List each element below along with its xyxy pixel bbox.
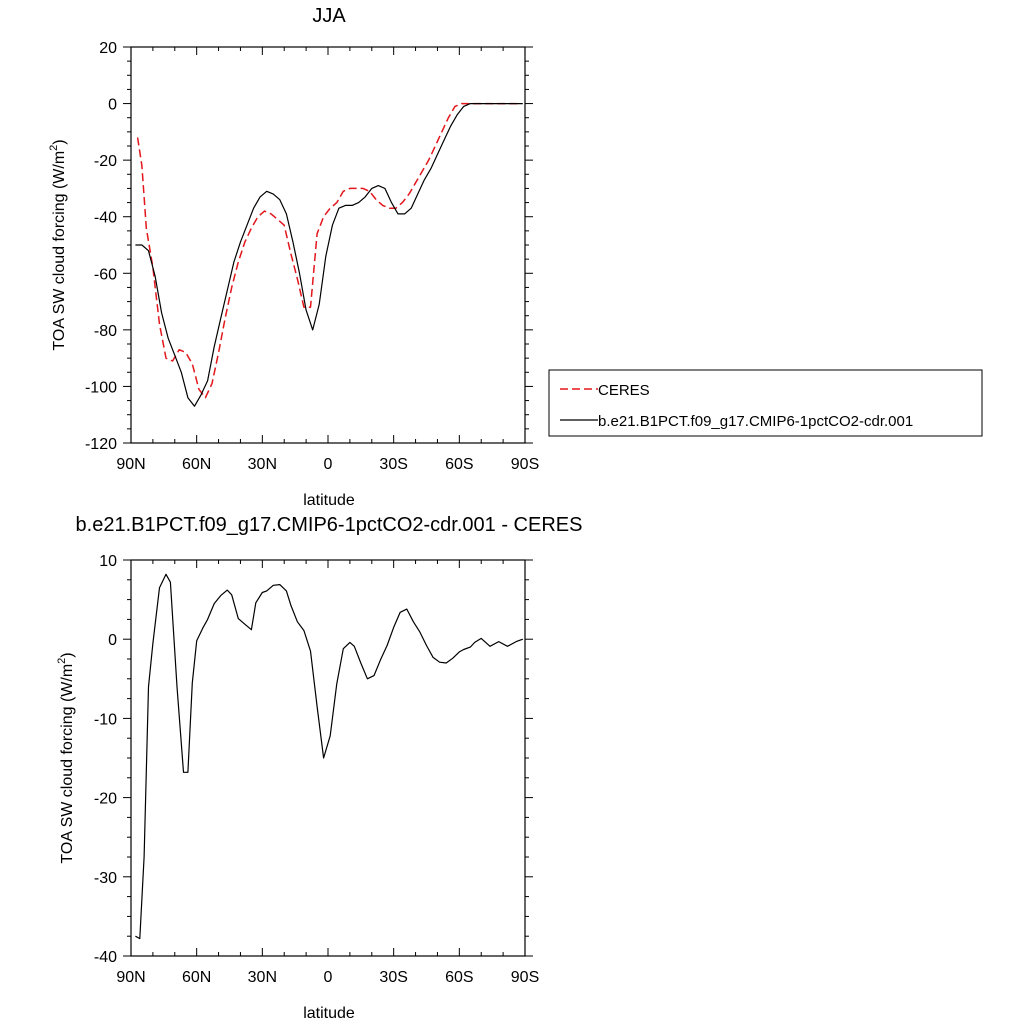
- top-y-tick-label: -80: [94, 323, 117, 340]
- bottom-y-tick-label: -30: [94, 870, 117, 887]
- bottom-tick-labels: 90N 60N 30N 0 30S 60S 90S 10 0 -10 -20 -30 -40: [94, 553, 539, 986]
- top-chart-title: JJA: [312, 5, 346, 27]
- top-x-tick-label: 60N: [182, 456, 211, 473]
- top-y-tick-label: -20: [94, 153, 117, 170]
- bottom-x-tick-label: 90S: [511, 969, 539, 986]
- top-y-axis-label-sup: 2: [48, 145, 60, 151]
- bottom-y-tick-label: -10: [94, 711, 117, 728]
- legend: CERES b.e21.B1PCT.f09_g17.CMIP6-1pctCO2-…: [548, 369, 983, 437]
- top-y-tick-label: -40: [94, 210, 117, 227]
- legend-label-ceres: CERES: [598, 382, 650, 399]
- bottom-y-tick-label: -20: [94, 791, 117, 808]
- top-series-line-1: [135, 102, 523, 407]
- top-y-tick-label: -60: [94, 266, 117, 283]
- bottom-series-group: [135, 573, 524, 940]
- top-y-axis-label-end: ): [51, 139, 68, 144]
- top-panel: JJA 90N 60N 30N 0 30S 60S 90S 20 0 -20 -40 -60 -80 -1…: [48, 5, 983, 509]
- bottom-chart-title: b.e21.B1PCT.f09_g17.CMIP6-1pctCO2-cdr.00…: [76, 514, 583, 536]
- bottom-y-tick-label: 10: [99, 553, 117, 570]
- bottom-y-axis-label-sup: 2: [56, 658, 68, 664]
- bottom-panel: b.e21.B1PCT.f09_g17.CMIP6-1pctCO2-cdr.00…: [56, 514, 582, 1022]
- bottom-x-tick-label: 30N: [248, 969, 277, 986]
- top-y-tick-label: 20: [99, 40, 117, 57]
- bottom-y-axis-label-end: ): [59, 652, 76, 657]
- bottom-y-axis-label: TOA SW cloud forcing (W/m2): [56, 652, 76, 863]
- bottom-x-tick-label: 60S: [445, 969, 473, 986]
- bottom-y-tick-label: 0: [108, 632, 117, 649]
- top-x-axis-label: latitude: [303, 492, 355, 509]
- top-plot-frame: [130, 46, 526, 444]
- top-series-group: [135, 102, 523, 407]
- bottom-y-axis-label-main: TOA SW cloud forcing (W/m: [59, 664, 76, 864]
- bottom-axis-ticks: [123, 559, 533, 957]
- top-x-tick-label: 90S: [511, 456, 539, 473]
- bottom-series-line-0: [135, 573, 524, 940]
- top-series-line-0: [136, 102, 521, 399]
- top-x-tick-label: 90N: [116, 456, 145, 473]
- bottom-x-tick-label: 30S: [379, 969, 407, 986]
- top-y-axis-label: TOA SW cloud forcing (W/m2): [48, 139, 68, 350]
- top-y-tick-label: -100: [85, 379, 117, 396]
- legend-label-model: b.e21.B1PCT.f09_g17.CMIP6-1pctCO2-cdr.00…: [598, 413, 913, 430]
- bottom-x-tick-label: 0: [324, 969, 333, 986]
- top-x-tick-label: 30N: [248, 456, 277, 473]
- top-tick-labels: 90N 60N 30N 0 30S 60S 90S 20 0 -20 -40 -60 -80 -100 -1…: [85, 40, 539, 473]
- top-y-axis-label-main: TOA SW cloud forcing (W/m: [51, 151, 68, 351]
- top-x-tick-label: 30S: [379, 456, 407, 473]
- top-x-tick-label: 60S: [445, 456, 473, 473]
- bottom-x-tick-label: 90N: [116, 969, 145, 986]
- bottom-x-axis-label: latitude: [303, 1005, 355, 1022]
- top-y-tick-label: 0: [108, 97, 117, 114]
- bottom-x-tick-label: 60N: [182, 969, 211, 986]
- top-y-tick-label: -120: [85, 436, 117, 453]
- bottom-plot-frame: [130, 559, 526, 957]
- bottom-y-tick-label: -40: [94, 949, 117, 966]
- legend-box: [548, 369, 983, 437]
- top-x-tick-label: 0: [324, 456, 333, 473]
